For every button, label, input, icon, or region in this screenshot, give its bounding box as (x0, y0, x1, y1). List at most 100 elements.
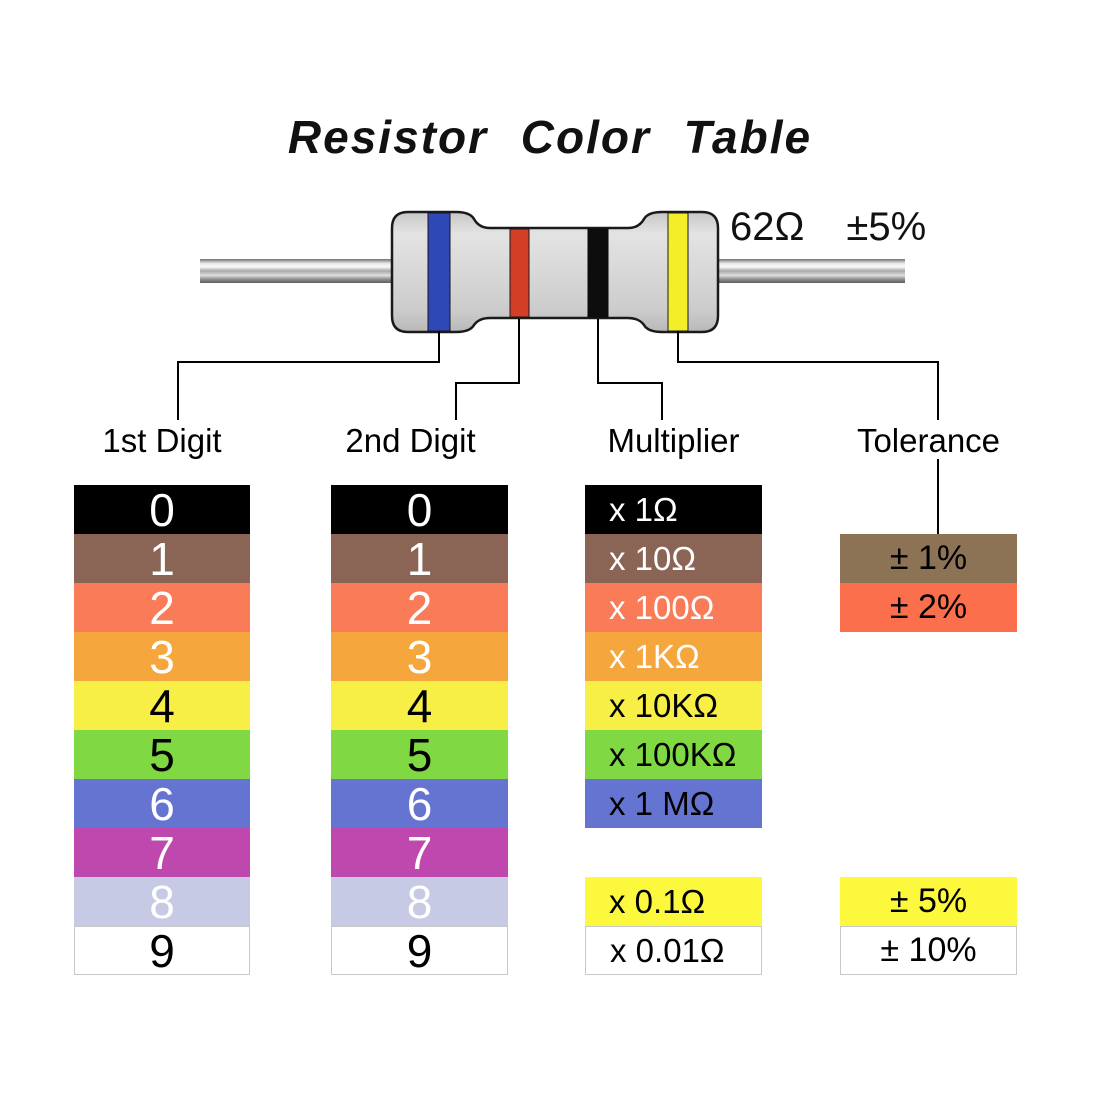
row-label: 2 (406, 581, 433, 634)
row-label: x 100KΩ (609, 735, 737, 773)
table-tolerance-top: ± 1% ± 2% (840, 534, 1017, 632)
table-row: 5 (74, 728, 250, 781)
table-row: x 10Ω (585, 534, 762, 583)
table-row: x 100Ω (585, 583, 762, 632)
table-row: 5 (331, 728, 508, 781)
table-tolerance-bottom: ± 5% ± 10% (840, 877, 1017, 975)
row-label: 2 (149, 581, 175, 634)
connector-blue-tick (438, 331, 440, 363)
table-row: 4 (74, 679, 250, 732)
row-label: ± 2% (889, 588, 968, 626)
row-label: 3 (149, 630, 175, 683)
table-row: ± 2% (840, 583, 1017, 632)
row-label: 1 (149, 532, 175, 585)
table-row: 9 (331, 924, 508, 977)
row-label: 7 (406, 826, 433, 879)
connector-yellow-tick (677, 331, 679, 363)
page-title: Resistor Color Table (287, 111, 813, 163)
row-label: 9 (406, 924, 433, 977)
row-label: 0 (149, 483, 175, 536)
row-label: 9 (149, 924, 175, 977)
resistor-value-label: 62Ω ±5% (730, 205, 926, 250)
table-multiplier: x 1Ω x 10Ω x 100Ω x 1KΩ x 10KΩ x 100KΩ x 1 MΩ (585, 485, 762, 828)
resistance-value: 62Ω (730, 205, 805, 249)
table-row: 0 (331, 483, 508, 536)
table-row: 9 (74, 924, 250, 977)
tolerance-value: ±5% (846, 205, 927, 249)
row-label: ± 1% (889, 539, 968, 577)
table-row: ± 10% (840, 926, 1017, 975)
table-row: x 0.1Ω (585, 877, 762, 926)
row-label: 6 (406, 777, 433, 830)
row-label: x 10Ω (609, 539, 697, 577)
table-row: 2 (74, 581, 250, 634)
connector-red-drop (455, 382, 457, 420)
connector-yellow-drop (937, 361, 939, 420)
table-row: x 1Ω (585, 485, 762, 534)
row-label: 4 (149, 679, 175, 732)
table-row: 3 (74, 630, 250, 683)
table-row: 1 (331, 532, 508, 585)
table-row: 0 (74, 483, 250, 536)
row-label: x 0.1Ω (609, 882, 706, 920)
row-label: x 1KΩ (609, 637, 700, 675)
resistor-illustration (200, 210, 905, 334)
table-row: ± 1% (840, 534, 1017, 583)
table-multiplier-extra: x 0.1Ω x 0.01Ω (585, 877, 762, 975)
table-row: 8 (331, 875, 508, 928)
row-label: 6 (149, 777, 175, 830)
table-row: x 10KΩ (585, 681, 762, 730)
table-row: ± 5% (840, 877, 1017, 926)
resistor-band-red (509, 228, 530, 318)
header-tolerance: Tolerance (856, 422, 1001, 459)
row-label: ± 10% (880, 931, 977, 969)
resistor-lead-right (710, 259, 905, 283)
row-label: 1 (406, 532, 433, 585)
header-2nd-digit: 2nd Digit (345, 422, 476, 459)
resistor-band-yellow (667, 212, 689, 332)
connector-black-tick (597, 319, 599, 384)
row-label: ± 5% (889, 882, 968, 920)
row-label: x 1 MΩ (609, 784, 715, 822)
row-label: 5 (406, 728, 433, 781)
row-label: x 0.01Ω (610, 931, 725, 969)
row-label: 8 (406, 875, 433, 928)
resistor-lead-left (200, 259, 400, 283)
row-label: 0 (406, 483, 433, 536)
connector-black-drop (661, 382, 663, 420)
row-label: x 100Ω (609, 588, 715, 626)
row-label: 7 (149, 826, 175, 879)
row-label: 4 (406, 679, 433, 732)
row-label: 5 (149, 728, 175, 781)
table-row: 7 (74, 826, 250, 879)
row-label: x 10KΩ (609, 686, 719, 724)
table-row: 7 (331, 826, 508, 879)
resistor-body (390, 210, 720, 334)
table-row: 6 (331, 777, 508, 830)
connector-blue-h (177, 361, 440, 363)
table-row: 6 (74, 777, 250, 830)
connector-black-h (597, 382, 663, 384)
header-multiplier: Multiplier (607, 422, 740, 459)
connector-red-h (455, 382, 520, 384)
connector-tolerance-drop (937, 459, 939, 534)
table-row: 8 (74, 875, 250, 928)
resistor-band-black (587, 228, 609, 318)
header-1st-digit: 1st Digit (102, 422, 222, 459)
table-row: x 0.01Ω (585, 926, 762, 975)
row-label: x 1Ω (609, 490, 678, 528)
row-label: 8 (149, 875, 175, 928)
row-label: 3 (406, 630, 433, 683)
table-row: x 100KΩ (585, 730, 762, 779)
table-row: 3 (331, 630, 508, 683)
connector-blue-drop (177, 361, 179, 420)
table-row: 1 (74, 532, 250, 585)
connector-red-tick (518, 319, 520, 384)
table-row: 4 (331, 679, 508, 732)
table-row: x 1KΩ (585, 632, 762, 681)
resistor-band-blue (427, 212, 451, 332)
table-row: 2 (331, 581, 508, 634)
